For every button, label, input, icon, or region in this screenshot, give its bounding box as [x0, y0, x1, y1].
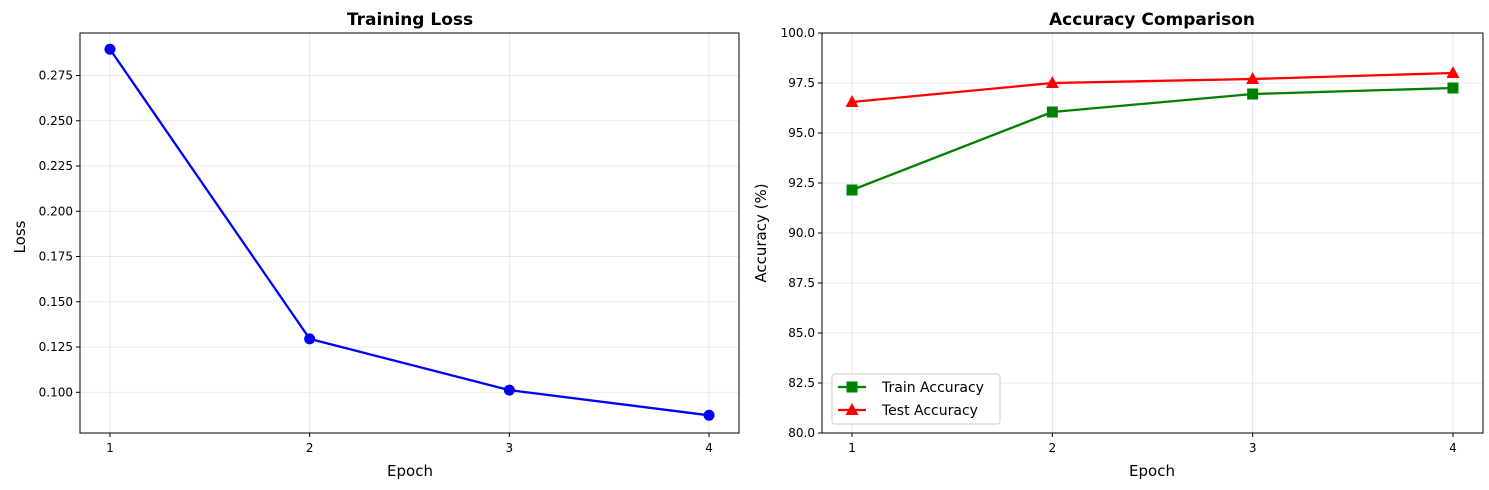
accuracy-series-0-point [846, 184, 858, 196]
accuracy-axes: Accuracy Comparison Epoch Accuracy (%) 1… [752, 10, 1484, 480]
accuracy-axes-frame [821, 32, 1484, 434]
accuracy-ytick-label: 82.5 [788, 376, 815, 390]
loss-grid [80, 33, 739, 433]
loss-ytick-label: 0.250 [39, 114, 73, 128]
accuracy-series-1-point [1446, 66, 1460, 78]
loss-axes-frame [79, 32, 740, 434]
loss-ytick-label: 0.200 [39, 204, 73, 218]
loss-ytick-label: 0.150 [39, 295, 73, 309]
loss-ytick-label: 0.125 [39, 340, 73, 354]
legend-train-label: Train Accuracy [881, 380, 984, 396]
accuracy-series-0-point [1247, 88, 1259, 100]
loss-xtick-label: 2 [306, 441, 314, 455]
accuracy-xtick-label: 1 [848, 441, 856, 455]
loss-series-0-point [104, 43, 116, 55]
accuracy-legend: Train Accuracy Test Accuracy [831, 373, 1001, 425]
loss-xtick-label: 3 [506, 441, 514, 455]
loss-series-0-point [304, 333, 316, 345]
accuracy-ytick-label: 97.5 [788, 76, 815, 90]
loss-series [104, 43, 715, 421]
loss-series-0-point [703, 409, 715, 421]
accuracy-series-1-line [851, 71, 1454, 104]
accuracy-series-1-point [1246, 72, 1260, 84]
loss-ytick-label: 0.100 [39, 385, 73, 399]
accuracy-series-1-point [1045, 76, 1059, 88]
accuracy-ticks: 1 2 3 4 80.0 82.5 85.0 87.5 90.0 92.5 95.0 97.5 100.… [781, 26, 1457, 455]
loss-x-axis-label: Epoch [387, 462, 433, 480]
loss-chart-title: Training Loss [347, 10, 473, 30]
accuracy-chart-title: Accuracy Comparison [1049, 10, 1255, 30]
legend-entry-test: Test Accuracy [838, 403, 978, 419]
legend-box [831, 373, 1001, 425]
loss-ytick-label: 0.275 [39, 69, 73, 83]
loss-xtick-label: 1 [106, 441, 114, 455]
accuracy-series-0-point [1046, 106, 1058, 118]
accuracy-series-0-line [851, 86, 1454, 192]
accuracy-y-axis-label: Accuracy (%) [752, 183, 770, 282]
legend-test-marker [845, 403, 859, 415]
accuracy-xtick-label: 2 [1049, 441, 1057, 455]
accuracy-ytick-label: 87.5 [788, 276, 815, 290]
accuracy-series-0-point [1447, 82, 1459, 94]
accuracy-ytick-label: 90.0 [788, 226, 815, 240]
loss-series-0-line [109, 48, 710, 417]
accuracy-series-1-point [845, 95, 859, 107]
accuracy-ytick-label: 80.0 [788, 426, 815, 440]
loss-ytick-label: 0.175 [39, 250, 73, 264]
loss-series-0-point [503, 384, 515, 396]
accuracy-ytick-label: 92.5 [788, 176, 815, 190]
accuracy-x-axis-label: Epoch [1129, 462, 1175, 480]
accuracy-series [845, 66, 1460, 196]
loss-y-axis-label: Loss [11, 220, 29, 253]
legend-train-marker [846, 381, 858, 393]
legend-test-label: Test Accuracy [881, 403, 978, 419]
accuracy-ytick-label: 100.0 [781, 26, 815, 40]
accuracy-ytick-label: 95.0 [788, 126, 815, 140]
legend-entry-train: Train Accuracy [838, 380, 984, 396]
accuracy-ytick-label: 85.0 [788, 326, 815, 340]
loss-axes: Training Loss Epoch Loss 1 2 3 4 0.100 0.125 0… [11, 10, 740, 480]
accuracy-xtick-label: 3 [1249, 441, 1257, 455]
accuracy-grid [822, 32, 1483, 434]
accuracy-xtick-label: 4 [1449, 441, 1457, 455]
loss-xtick-label: 4 [705, 441, 713, 455]
loss-ticks: 1 2 3 4 0.100 0.125 0.150 0.175 0.200 0.225 0.250 0… [39, 69, 713, 455]
loss-ytick-label: 0.225 [39, 159, 73, 173]
